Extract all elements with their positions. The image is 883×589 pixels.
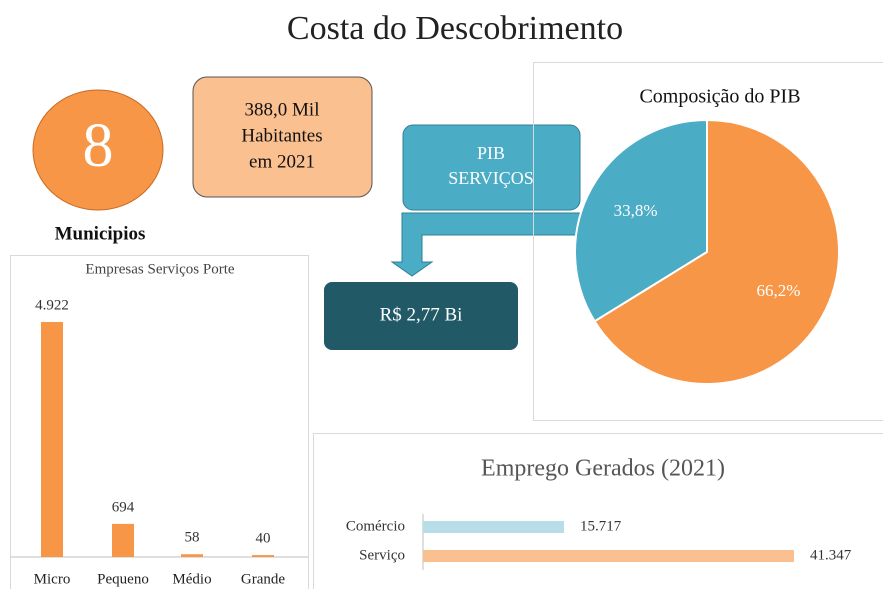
habitantes-line: Habitantes xyxy=(241,125,322,146)
municipios-circle xyxy=(32,89,164,211)
chart-title: Emprego Gerados (2021) xyxy=(481,456,725,482)
bar xyxy=(423,550,794,562)
data-label: 41.347 xyxy=(810,547,852,563)
data-label: 66,2% xyxy=(757,281,801,300)
x-tick-label: Grande xyxy=(241,571,285,587)
bar xyxy=(423,521,565,533)
bar-panel xyxy=(10,255,309,589)
bar xyxy=(252,555,274,557)
bar xyxy=(181,554,203,557)
bar xyxy=(41,322,63,557)
x-tick-label: Pequeno xyxy=(97,571,149,587)
habitantes-line: em 2021 xyxy=(249,151,315,172)
municipios-value: 8 xyxy=(83,112,114,180)
pie-slice xyxy=(574,118,708,323)
habitantes-box xyxy=(192,76,373,198)
dashboard-title: Costa do Descobrimento xyxy=(287,10,623,47)
pib-servicos-box xyxy=(402,124,581,211)
municipios-label: Municipios xyxy=(55,223,146,244)
y-tick-label: Comércio xyxy=(346,518,405,534)
y-tick-label: Serviço xyxy=(359,547,405,563)
x-tick-label: Médio xyxy=(172,571,211,587)
pib-servicos-line: PIB xyxy=(477,143,505,163)
barh-panel xyxy=(313,433,883,589)
pie-slice xyxy=(593,118,840,385)
pib-servicos-line: SERVIÇOS xyxy=(448,168,534,188)
data-label: 40 xyxy=(256,531,271,547)
habitantes-line: 388,0 Mil xyxy=(245,99,320,120)
chart-title: Empresas Serviços Porte xyxy=(85,261,234,277)
pib-value: R$ 2,77 Bi xyxy=(380,304,463,325)
arrow xyxy=(390,212,591,277)
data-label: 58 xyxy=(185,530,200,546)
pib-value-box xyxy=(324,282,518,350)
data-label: 694 xyxy=(112,499,135,515)
data-label: 4.922 xyxy=(35,297,69,313)
bar xyxy=(112,523,134,557)
pie-panel xyxy=(533,62,883,421)
chart-title: Composição do PIB xyxy=(639,86,800,108)
data-label: 15.717 xyxy=(580,518,622,534)
x-tick-label: Micro xyxy=(34,571,71,587)
data-label: 33,8% xyxy=(614,201,658,220)
